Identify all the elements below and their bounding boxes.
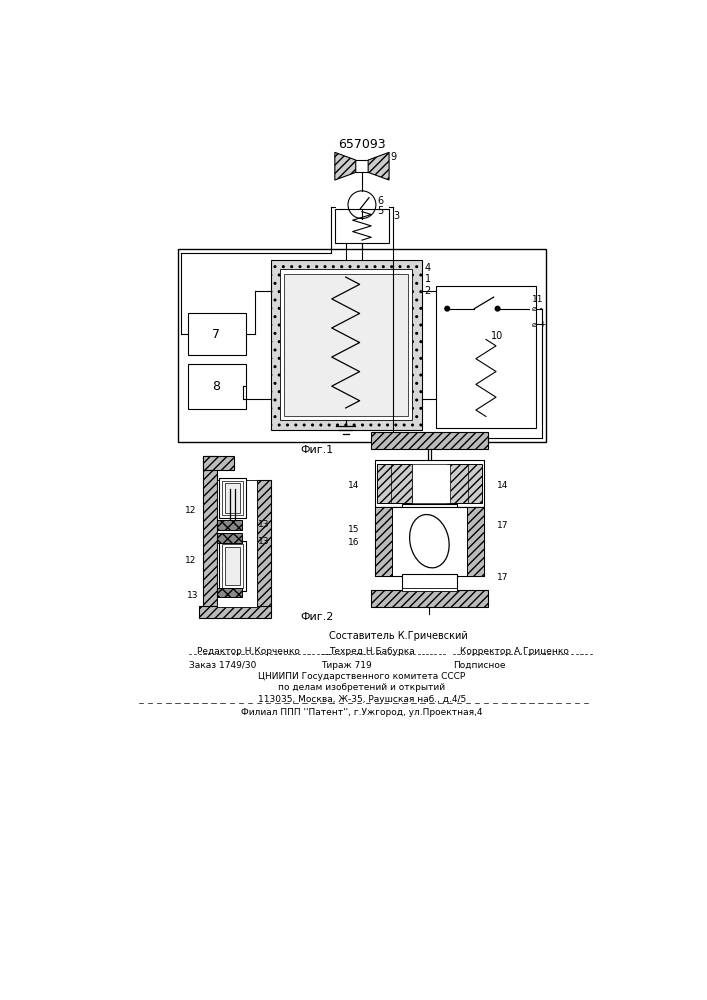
- Bar: [199, 606, 271, 618]
- Text: 13: 13: [258, 537, 269, 546]
- Text: 17: 17: [497, 573, 508, 582]
- Text: 7: 7: [212, 328, 221, 341]
- Bar: [177, 249, 546, 442]
- Text: 6: 6: [378, 196, 384, 206]
- Bar: [375, 507, 392, 576]
- Text: 3: 3: [394, 211, 400, 221]
- Bar: [402, 588, 457, 591]
- Bar: [375, 460, 484, 507]
- Bar: [411, 464, 450, 503]
- Text: 12: 12: [185, 556, 197, 565]
- Text: Фиг.1: Фиг.1: [300, 445, 334, 455]
- Text: Тираж 719: Тираж 719: [321, 661, 372, 670]
- Bar: [203, 456, 217, 607]
- Text: 10: 10: [491, 331, 503, 341]
- Bar: [284, 274, 408, 416]
- Bar: [187, 364, 246, 409]
- Polygon shape: [335, 152, 356, 180]
- Bar: [218, 541, 247, 591]
- Text: 1: 1: [425, 274, 431, 284]
- Circle shape: [445, 306, 450, 311]
- Text: 13: 13: [258, 520, 269, 529]
- Text: 5: 5: [378, 206, 384, 216]
- Text: Составитель К.Гричевский: Составитель К.Гричевский: [329, 631, 468, 641]
- Text: 14: 14: [497, 481, 508, 490]
- Bar: [375, 507, 484, 576]
- Bar: [402, 574, 457, 590]
- Bar: [402, 504, 457, 541]
- Bar: [187, 312, 246, 355]
- Text: 11: 11: [532, 295, 544, 304]
- Text: Филиал ППП ''Патент'', г.Ужгород, ул.Проектная,4: Филиал ППП ''Патент'', г.Ужгород, ул.Про…: [241, 708, 483, 717]
- Text: 16: 16: [348, 538, 360, 547]
- Bar: [371, 590, 488, 607]
- Bar: [448, 464, 482, 503]
- Text: 13: 13: [187, 591, 198, 600]
- Circle shape: [428, 521, 431, 524]
- Bar: [225, 547, 240, 585]
- Circle shape: [495, 306, 500, 311]
- Text: Заказ 1749/30: Заказ 1749/30: [189, 661, 257, 670]
- Text: 9: 9: [390, 152, 396, 162]
- Circle shape: [428, 580, 431, 584]
- Text: 8: 8: [212, 380, 221, 393]
- Bar: [217, 533, 242, 543]
- Bar: [467, 507, 484, 576]
- Bar: [371, 432, 488, 449]
- Bar: [203, 456, 234, 470]
- Bar: [436, 286, 537, 428]
- Bar: [217, 480, 257, 607]
- Bar: [225, 483, 240, 513]
- Bar: [335, 209, 389, 243]
- Text: 15: 15: [348, 525, 360, 534]
- Text: 17: 17: [497, 521, 508, 530]
- Text: Фиг.2: Фиг.2: [300, 612, 334, 622]
- Text: Редактор Н.Корченко: Редактор Н.Корченко: [197, 647, 300, 656]
- Text: Техред Н.Бабурка: Техред Н.Бабурка: [329, 647, 414, 656]
- Text: ⌀ +: ⌀ +: [532, 320, 547, 329]
- Bar: [271, 260, 421, 430]
- Bar: [257, 480, 271, 607]
- Text: по делам изобретений и открытий: по делам изобретений и открытий: [279, 683, 445, 692]
- Text: Подписное: Подписное: [452, 661, 505, 670]
- Bar: [217, 588, 242, 597]
- Text: 2: 2: [425, 286, 431, 296]
- Text: 657093: 657093: [338, 138, 386, 151]
- Bar: [217, 520, 242, 530]
- Text: 4: 4: [425, 263, 431, 273]
- Bar: [222, 544, 243, 588]
- Text: ⌀ -: ⌀ -: [532, 304, 543, 313]
- Text: Корректор А.Гриценко: Корректор А.Гриценко: [460, 647, 569, 656]
- Bar: [377, 464, 411, 503]
- Text: 12: 12: [185, 506, 197, 515]
- Text: ЦНИИПИ Государственного комитета СССР: ЦНИИПИ Государственного комитета СССР: [258, 672, 466, 681]
- Text: 14: 14: [349, 481, 360, 490]
- Polygon shape: [368, 152, 389, 180]
- Bar: [280, 269, 412, 420]
- Bar: [218, 478, 247, 518]
- Text: 113035, Москва, Ж-35, Раушская наб., д.4/5: 113035, Москва, Ж-35, Раушская наб., д.4…: [258, 695, 466, 704]
- Bar: [222, 481, 243, 515]
